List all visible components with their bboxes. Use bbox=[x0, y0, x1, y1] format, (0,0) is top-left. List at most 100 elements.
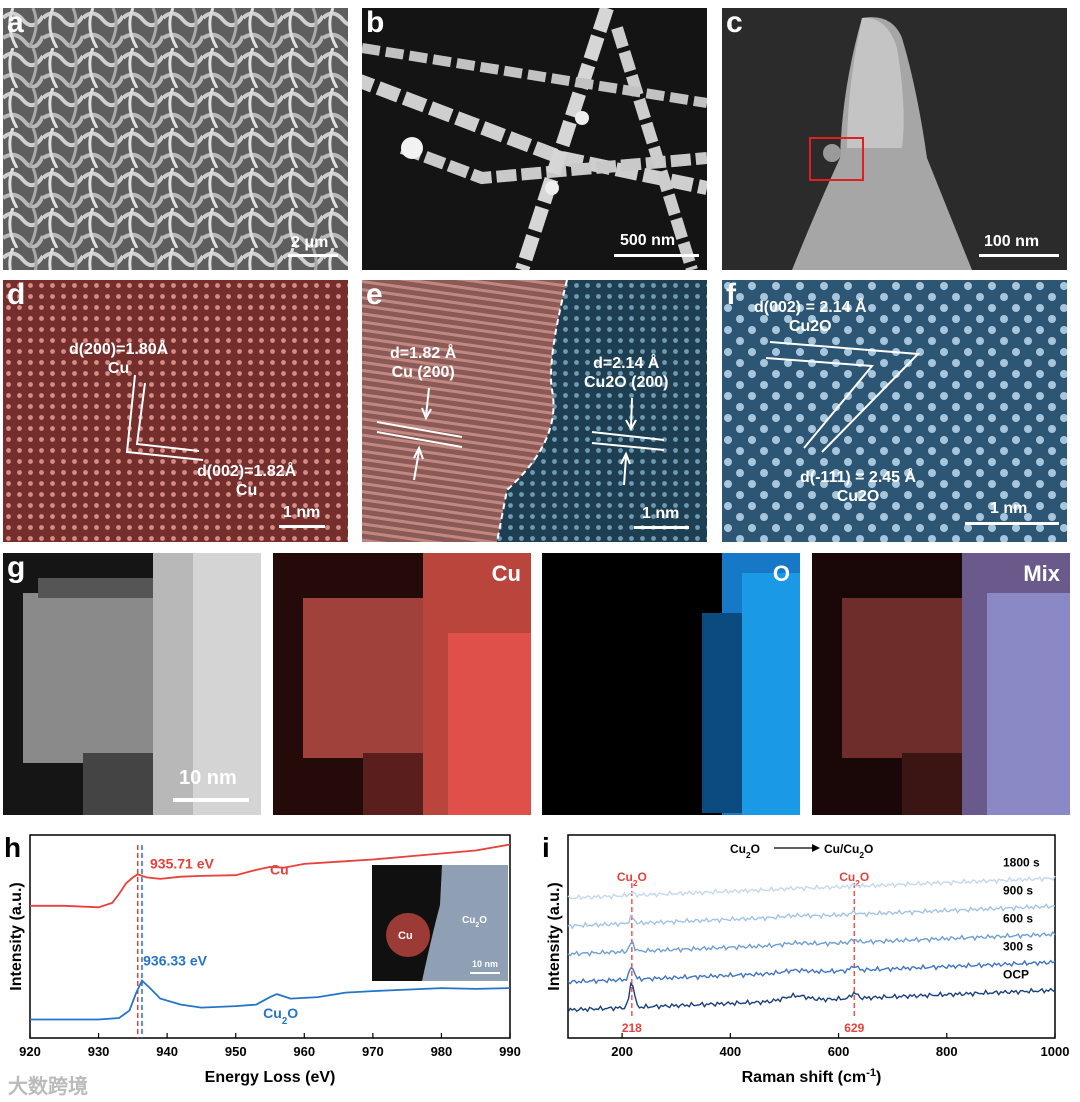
scale-bar-g bbox=[173, 798, 249, 802]
spectrum-line-i bbox=[567, 875, 1056, 901]
panel-g-o: O bbox=[542, 553, 800, 815]
annotation-d002: d(002)=1.82Å Cu bbox=[197, 462, 296, 500]
annotation-d200-phase: Cu bbox=[107, 360, 130, 377]
sem-image bbox=[3, 8, 348, 270]
annotation-cu200-phase: Cu (200) bbox=[391, 364, 455, 381]
scale-bar-c bbox=[979, 254, 1059, 257]
x-tick-label-h: 950 bbox=[225, 1044, 247, 1059]
scale-bar-d bbox=[279, 525, 325, 528]
scale-text-a: 2 μm bbox=[291, 234, 329, 251]
annotation-cu200-spacing: d=1.82 Å bbox=[390, 345, 457, 362]
peak-label-i: Cu2O bbox=[617, 870, 647, 888]
plot-frame-h bbox=[29, 834, 511, 1039]
scale-bar-a bbox=[288, 254, 338, 257]
scale-bar-f bbox=[965, 522, 1059, 525]
haadf-map bbox=[3, 553, 261, 815]
panel-g-haadf: g 10 nm bbox=[3, 553, 261, 815]
map-title-cu: Cu bbox=[491, 561, 521, 586]
mix-map bbox=[812, 553, 1070, 815]
annotation-d002-spacing: d(002)=1.82Å bbox=[197, 463, 297, 480]
annotation-text-h: 935.71 eV bbox=[150, 855, 214, 871]
panel-g-mix: Mix bbox=[812, 553, 1070, 815]
x-tick-label-h: 960 bbox=[293, 1044, 315, 1059]
annotation-cu2o200-spacing: d=2.14 Å bbox=[593, 355, 660, 372]
annotation-cu200: d=1.82 Å Cu (200) bbox=[390, 344, 456, 382]
x-tick-label-h: 940 bbox=[156, 1044, 178, 1059]
inset-cu-particle-h bbox=[386, 913, 430, 957]
panel-a: a 2 μm bbox=[3, 8, 348, 270]
header-to-i: Cu/Cu2O bbox=[824, 842, 873, 860]
series-label-i: 600 s bbox=[1003, 911, 1033, 925]
scale-text-c: 100 nm bbox=[984, 233, 1040, 250]
x-tick-label-i: 600 bbox=[828, 1044, 850, 1059]
plot-frame-i bbox=[567, 834, 1056, 1039]
x-tick-label-h: 990 bbox=[499, 1044, 521, 1059]
scale-text-f: 1 nm bbox=[990, 500, 1028, 517]
peak-label-i: Cu2O bbox=[839, 870, 869, 888]
x-tick-label-h: 920 bbox=[19, 1044, 41, 1059]
map-title-o: O bbox=[772, 561, 790, 586]
series-line-h bbox=[30, 843, 511, 909]
header-arrowhead-i bbox=[812, 844, 820, 852]
annotation-d200-spacing: d(200)=1.80Å bbox=[69, 341, 169, 358]
watermark: 大数跨境 bbox=[8, 1076, 88, 1098]
annotation-f-002-spacing: d(002) = 2.14 Å bbox=[754, 299, 867, 316]
peak-value-i: 629 bbox=[844, 1021, 864, 1035]
x-axis-label-h: Energy Loss (eV) bbox=[205, 1069, 336, 1086]
annotation-f-002-phase: Cu2O bbox=[788, 318, 832, 335]
panel-label-b: b bbox=[366, 8, 385, 39]
hrtem-image-e bbox=[362, 280, 707, 542]
spectrum-line-i bbox=[567, 959, 1056, 985]
spectrum-line-i bbox=[567, 903, 1056, 930]
spectrum-line-i bbox=[567, 930, 1056, 957]
panel-g-cu: Cu bbox=[273, 553, 531, 815]
annotation-text-h: 936.33 eV bbox=[143, 953, 207, 969]
annotation-f-111-spacing: d(-111) = 2.45 Å bbox=[800, 469, 917, 486]
x-tick-label-i: 800 bbox=[936, 1044, 958, 1059]
inset-scale-text-h: 10 nm bbox=[472, 959, 498, 969]
series-label-i: 1800 s bbox=[1003, 855, 1040, 869]
series-label-i: OCP bbox=[1003, 967, 1029, 981]
tem-image-c bbox=[722, 8, 1067, 270]
scale-bar-b bbox=[614, 254, 699, 257]
series-label-h: Cu2O bbox=[263, 1005, 298, 1027]
panel-label-h: h bbox=[4, 832, 21, 863]
panel-label-g: g bbox=[7, 553, 26, 584]
y-axis-label-i: Intensity (a.u.) bbox=[546, 882, 563, 990]
x-tick-label-i: 200 bbox=[611, 1044, 633, 1059]
scale-text-d: 1 nm bbox=[283, 504, 321, 521]
x-axis-label-i: Raman shift (cm-1) bbox=[742, 1067, 882, 1086]
panel-b: b 500 nm bbox=[362, 8, 707, 270]
chart-i: i 200 400 600 800 1000 Raman shift (cm-1) Inten… bbox=[542, 832, 1070, 1086]
series-line-h bbox=[30, 979, 511, 1021]
series-label-h: Cu bbox=[270, 861, 289, 877]
x-tick-label-i: 1000 bbox=[1041, 1044, 1070, 1059]
panel-label-i: i bbox=[542, 832, 550, 863]
annotation-f-002: d(002) = 2.14 Å Cu2O bbox=[754, 298, 867, 336]
annotation-f-111: d(-111) = 2.45 Å Cu2O bbox=[800, 468, 916, 506]
peak-value-i: 218 bbox=[622, 1021, 642, 1035]
o-map bbox=[542, 553, 800, 815]
panel-label-c: c bbox=[726, 8, 743, 39]
panel-d: d d(200)=1.80Å Cu d(002)=1.82Å Cu 1 nm bbox=[3, 280, 348, 542]
x-tick-label-i: 400 bbox=[719, 1044, 741, 1059]
panel-label-f: f bbox=[726, 280, 736, 311]
annotation-d200: d(200)=1.80Å Cu bbox=[69, 340, 168, 378]
tem-image-b bbox=[362, 8, 707, 270]
inset-cu2o-region-h bbox=[422, 865, 508, 981]
x-tick-label-h: 980 bbox=[431, 1044, 453, 1059]
header-from-i: Cu2O bbox=[730, 842, 760, 860]
hrtem-image-f bbox=[722, 280, 1067, 542]
annotation-cu2o200-phase: Cu2O (200) bbox=[584, 374, 669, 391]
series-label-i: 900 s bbox=[1003, 883, 1033, 897]
chart-h: h 920 930 940 950 960 970 980 990 Energy Loss (eV… bbox=[4, 832, 521, 1086]
panel-label-a: a bbox=[7, 8, 24, 39]
panel-label-d: d bbox=[7, 280, 26, 311]
scale-text-b: 500 nm bbox=[620, 232, 676, 249]
hrtem-image-d bbox=[3, 280, 348, 542]
y-axis-label-h: Intensity (a.u.) bbox=[8, 882, 25, 990]
annotation-f-111-phase: Cu2O bbox=[836, 488, 880, 505]
spectrum-line-i bbox=[567, 981, 1056, 1013]
x-tick-label-h: 970 bbox=[362, 1044, 384, 1059]
scale-text-e: 1 nm bbox=[642, 505, 680, 522]
